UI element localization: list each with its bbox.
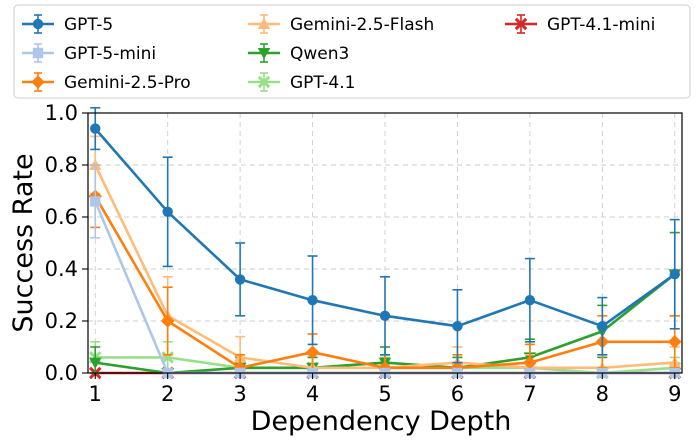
legend-marker [32, 18, 44, 30]
legend-marker [257, 75, 271, 89]
legend-item: Gemini-2.5-Pro [22, 72, 191, 93]
legend-item: GPT-4.1-mini [505, 14, 655, 35]
y-axis-title: Success Rate [8, 153, 39, 332]
data-point [667, 335, 682, 349]
legend-marker [31, 75, 45, 89]
data-point [669, 269, 680, 280]
data-point [524, 295, 536, 306]
data-point [305, 345, 320, 359]
data-point [234, 274, 246, 285]
legend-label: GPT-4.1-mini [547, 15, 655, 35]
ticks: 0.0 0.2 0.4 0.6 0.8 1.0 1 2 3 4 5 6 7 8 9 [45, 101, 682, 406]
x-tick-label: 9 [668, 382, 681, 406]
x-tick-label: 8 [596, 382, 609, 406]
series-gpt-5 [90, 107, 680, 364]
y-tick-label: 1.0 [45, 101, 78, 125]
legend-item: GPT-5-mini [22, 43, 156, 64]
legend-label: GPT-4.1 [290, 73, 355, 93]
data-point [452, 321, 463, 332]
data-point [161, 351, 174, 364]
data-point [90, 123, 101, 134]
data-point [89, 357, 102, 369]
legend-item: GPT-5 [22, 14, 113, 35]
x-tick-label: 2 [161, 382, 174, 406]
legend: GPT-5 GPT-5-mini Gemini-2.5-Pro Gemini-2.5-… [13, 4, 691, 99]
legend-label: GPT-5-mini [64, 44, 156, 64]
legend-label: Gemini-2.5-Pro [64, 73, 191, 93]
data-point [90, 196, 101, 207]
x-tick-label: 1 [89, 382, 102, 406]
data-point [597, 321, 608, 332]
y-tick-label: 0.2 [45, 309, 78, 333]
legend-label: GPT-5 [64, 15, 113, 35]
y-tick-label: 0.6 [45, 205, 78, 229]
legend-item: Gemini-2.5-Flash [248, 14, 434, 35]
legend-item: GPT-4.1 [248, 72, 355, 93]
x-tick-label: 5 [378, 382, 391, 406]
y-tick-label: 0.8 [45, 153, 78, 177]
data-point [523, 355, 537, 370]
data-point [162, 206, 173, 217]
legend-marker [514, 17, 528, 31]
legend-marker [32, 47, 44, 59]
legend-label: Gemini-2.5-Flash [290, 15, 434, 35]
x-axis-title: Dependency Depth [251, 406, 512, 437]
x-tick-label: 4 [306, 382, 319, 406]
y-tick-label: 0.4 [45, 257, 78, 281]
data-point [379, 310, 391, 321]
legend-marker [257, 17, 271, 29]
x-tick-label: 3 [233, 382, 246, 406]
legend-label: Qwen3 [290, 44, 349, 64]
data-point [160, 314, 175, 328]
y-tick-label: 0.0 [45, 361, 78, 385]
data-point [307, 295, 318, 306]
legend-marker [257, 48, 271, 60]
legend-item: Qwen3 [248, 43, 349, 64]
x-tick-label: 7 [523, 382, 536, 406]
x-tick-label: 6 [451, 382, 464, 406]
